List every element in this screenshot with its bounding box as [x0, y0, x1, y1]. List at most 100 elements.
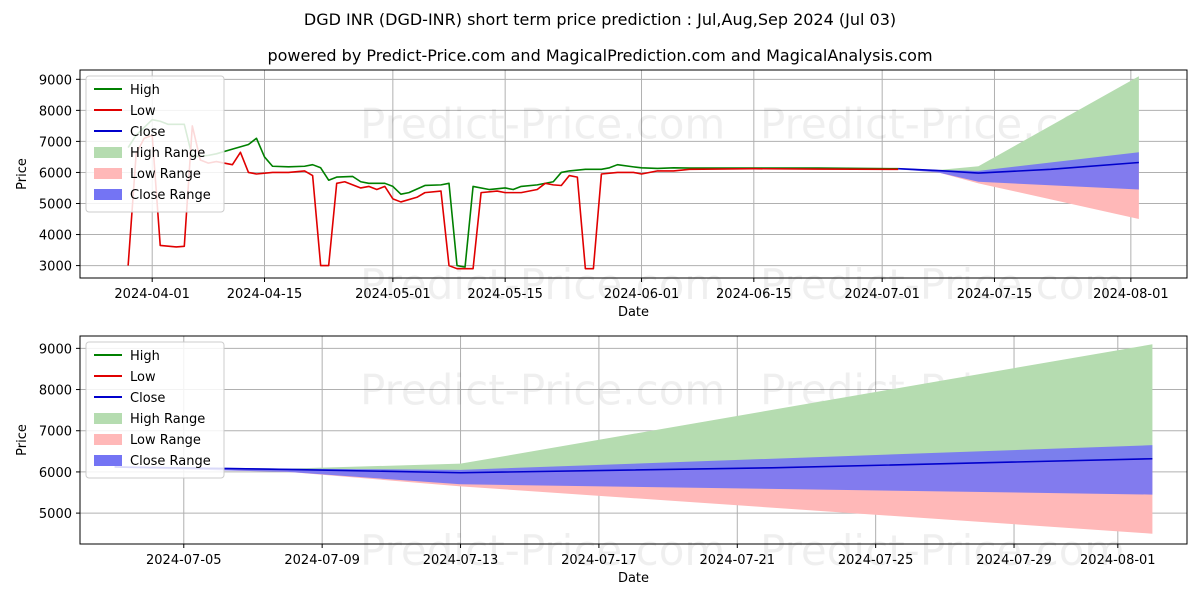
close-series-line	[114, 457, 1153, 474]
x-tick: 2024-08-01	[1080, 544, 1156, 568]
x-tick-label: 2024-04-01	[114, 287, 190, 302]
y-tick-label: 5000	[39, 197, 72, 212]
y-tick: 4000	[39, 229, 80, 244]
x-axis-label: Date	[618, 305, 649, 320]
x-tick: 2024-07-25	[838, 544, 914, 568]
legend-item: Low Range	[94, 433, 201, 448]
high-range-band	[898, 76, 1139, 174]
x-tick: 2024-07-29	[976, 544, 1052, 568]
legend-item: Close	[94, 125, 165, 140]
x-tick: 2024-05-15	[467, 278, 543, 302]
legend-label: Low	[130, 104, 156, 119]
legend-label: Close	[130, 125, 165, 140]
legend-swatch	[94, 147, 122, 158]
legend: High Low Close High Range Low Range Close Ran…	[85, 75, 225, 213]
y-axis-label: Price	[15, 424, 30, 456]
x-tick: 2024-04-15	[227, 278, 303, 302]
y-tick-label: 6000	[39, 466, 72, 481]
chart-title: DGD INR (DGD-INR) short term price predi…	[303, 10, 897, 29]
x-tick-label: 2024-07-21	[700, 553, 776, 568]
x-tick: 2024-07-01	[844, 278, 920, 302]
y-tick-label: 7000	[39, 135, 72, 150]
legend-item: High	[94, 349, 160, 364]
watermark-text: Predict-Price.com	[360, 260, 725, 309]
legend: High Low Close High Range Low Range Close Ran…	[85, 341, 225, 479]
high-range-band	[114, 344, 1153, 473]
y-tick: 9000	[39, 342, 80, 357]
x-tick: 2024-07-17	[561, 544, 637, 568]
y-tick: 5000	[39, 507, 80, 522]
y-tick-label: 9000	[39, 342, 72, 357]
x-tick-label: 2024-07-09	[284, 553, 360, 568]
x-tick-label: 2024-07-17	[561, 553, 637, 568]
y-tick-label: 5000	[39, 507, 72, 522]
chart-panel-1: Predict-Price.com Predict-Price.com Predic…	[15, 69, 1188, 320]
legend-label: High	[130, 83, 160, 98]
x-tick: 2024-06-01	[604, 278, 680, 302]
legend-item: High Range	[94, 146, 205, 161]
close-series-line	[898, 161, 1139, 174]
x-tick-label: 2024-08-01	[1093, 287, 1169, 302]
x-tick-label: 2024-07-25	[838, 553, 914, 568]
y-tick-label: 8000	[39, 104, 72, 119]
legend-item: High Range	[94, 412, 205, 427]
legend-label: Close	[130, 391, 165, 406]
legend-label: High	[130, 349, 160, 364]
y-tick-label: 9000	[39, 73, 72, 88]
x-tick: 2024-07-15	[957, 278, 1033, 302]
y-tick: 9000	[39, 73, 80, 88]
y-tick-label: 3000	[39, 260, 72, 275]
y-tick: 8000	[39, 384, 80, 399]
legend-item: Low Range	[94, 167, 201, 182]
chart-panel-2: Predict-Price.com Predict-Price.com Predic…	[15, 335, 1188, 586]
x-tick-label: 2024-06-01	[604, 287, 680, 302]
watermark-text: Predict-Price.com	[360, 100, 725, 149]
x-tick: 2024-04-01	[114, 278, 190, 302]
legend-item: Close Range	[94, 188, 211, 203]
y-axis-label: Price	[15, 158, 30, 190]
x-tick-label: 2024-05-01	[355, 287, 431, 302]
watermark-text: Predict-Price.com	[760, 526, 1125, 575]
x-tick: 2024-07-13	[423, 544, 499, 568]
x-tick: 2024-07-05	[146, 544, 222, 568]
legend-label: Low Range	[130, 433, 201, 448]
x-tick: 2024-07-09	[284, 544, 360, 568]
x-tick-label: 2024-06-15	[716, 287, 792, 302]
legend-item: Low	[94, 370, 156, 385]
watermark-text: Predict-Price.com	[760, 260, 1125, 309]
watermark-text: Predict-Price.com	[360, 366, 725, 415]
legend-swatch	[94, 434, 122, 445]
x-tick-label: 2024-07-01	[844, 287, 920, 302]
x-axis-label: Date	[618, 571, 649, 586]
watermark-text: Predict-Price.com	[360, 526, 725, 575]
y-tick: 5000	[39, 197, 80, 212]
axes-frame	[79, 69, 1188, 279]
x-tick-label: 2024-07-13	[423, 553, 499, 568]
y-tick: 6000	[39, 466, 80, 481]
legend-label: Low Range	[130, 167, 201, 182]
legend-item: Close	[94, 391, 165, 406]
x-tick-label: 2024-08-01	[1080, 553, 1156, 568]
axes-frame	[79, 335, 1188, 545]
x-tick-label: 2024-07-15	[957, 287, 1033, 302]
x-tick: 2024-05-01	[355, 278, 431, 302]
x-tick-label: 2024-07-05	[146, 553, 222, 568]
x-tick: 2024-06-15	[716, 278, 792, 302]
x-tick-label: 2024-07-29	[976, 553, 1052, 568]
plot-area	[127, 76, 1139, 270]
legend-item: Low	[94, 104, 156, 119]
legend-label: Low	[130, 370, 156, 385]
legend-swatch	[94, 455, 122, 466]
y-tick: 3000	[39, 260, 80, 275]
legend-label: Close Range	[130, 188, 211, 203]
y-tick: 8000	[39, 104, 80, 119]
legend-swatch	[94, 168, 122, 179]
x-tick-label: 2024-04-15	[227, 287, 303, 302]
legend-label: Close Range	[130, 454, 211, 469]
y-tick: 6000	[39, 166, 80, 181]
legend-swatch	[94, 189, 122, 200]
y-tick-label: 8000	[39, 384, 72, 399]
y-tick-label: 7000	[39, 425, 72, 440]
